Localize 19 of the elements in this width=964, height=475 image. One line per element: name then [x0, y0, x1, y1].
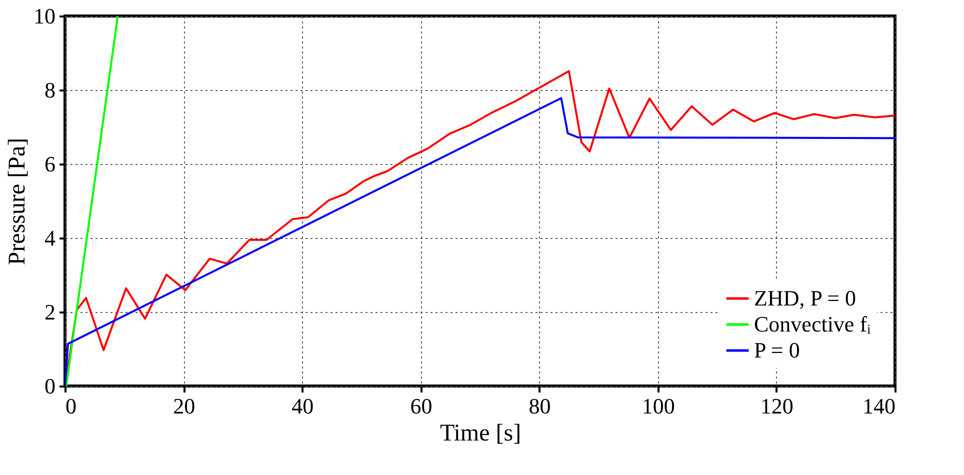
x-tick-label: 120: [760, 394, 794, 418]
x-tick-label: 20: [173, 394, 196, 418]
y-axis-title: Pressure [Pa]: [4, 138, 30, 266]
y-tick-label: 10: [34, 4, 56, 28]
x-tick-label: 80: [528, 394, 551, 418]
y-tick-label: 4: [44, 226, 56, 250]
x-axis-title: Time [s]: [440, 420, 522, 446]
x-tick-label: 140: [862, 394, 896, 418]
y-tick-label: 0: [44, 374, 56, 398]
y-tick-label: 2: [44, 300, 56, 324]
legend-label: P = 0: [754, 338, 800, 362]
legend-label: Convective fᵢ: [754, 312, 872, 336]
y-tick-label: 6: [44, 152, 56, 176]
x-tick-label: 60: [410, 394, 432, 418]
y-tick-label: 8: [44, 78, 56, 102]
x-tick-label: 100: [642, 394, 675, 418]
x-tick-label: 0: [66, 394, 76, 418]
legend-label: ZHD, P = 0: [754, 286, 856, 310]
x-tick-label: 40: [292, 394, 314, 418]
